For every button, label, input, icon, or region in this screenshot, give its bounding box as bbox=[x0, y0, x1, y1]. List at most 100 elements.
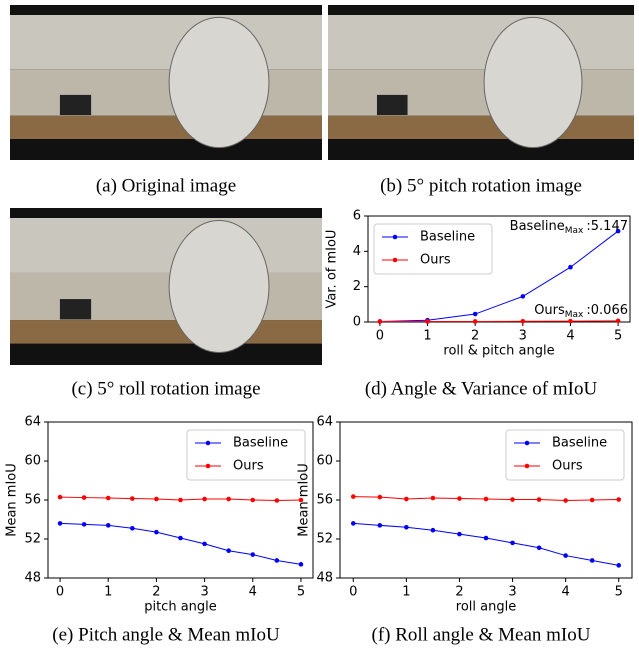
series-line bbox=[379, 320, 619, 322]
caption: (f) Roll angle & Mean mIoU bbox=[372, 624, 591, 645]
x-tick-label: 0 bbox=[376, 329, 384, 344]
image-wall bbox=[10, 69, 322, 116]
legend-label: Baseline bbox=[552, 436, 607, 451]
x-tick-label: 3 bbox=[508, 585, 516, 600]
point bbox=[81, 495, 87, 500]
x-tick-label: 2 bbox=[152, 585, 160, 600]
legend-marker bbox=[392, 257, 398, 263]
legend-marker bbox=[524, 463, 530, 469]
point bbox=[178, 535, 183, 541]
point bbox=[130, 496, 135, 501]
point bbox=[377, 523, 383, 528]
point bbox=[202, 541, 207, 547]
point bbox=[105, 495, 111, 501]
point bbox=[589, 558, 595, 563]
series-line bbox=[379, 230, 619, 322]
point bbox=[616, 497, 622, 502]
y-tick-label: 52 bbox=[316, 532, 333, 547]
point bbox=[472, 311, 478, 317]
image-bin bbox=[59, 94, 92, 116]
point bbox=[404, 496, 409, 502]
y-tick-label: 60 bbox=[316, 454, 333, 469]
annotation-sub: Max bbox=[565, 226, 584, 236]
x-tick-label: 0 bbox=[56, 585, 64, 600]
point bbox=[350, 521, 356, 526]
annotation-value: :5.147 bbox=[586, 219, 628, 234]
caption: (a) Original image bbox=[96, 175, 236, 196]
image-ceiling bbox=[10, 15, 322, 70]
legend-marker bbox=[205, 463, 211, 469]
x-tick-label: 3 bbox=[200, 585, 208, 600]
point bbox=[154, 529, 159, 535]
series-line bbox=[353, 522, 619, 566]
image-door bbox=[168, 16, 270, 149]
y-tick-label: 56 bbox=[24, 493, 41, 508]
image bbox=[10, 208, 322, 365]
legend-marker bbox=[392, 234, 398, 240]
y-tick-label: 64 bbox=[316, 415, 333, 430]
legend-marker bbox=[205, 440, 211, 446]
point bbox=[57, 494, 63, 500]
point bbox=[536, 545, 542, 551]
point bbox=[430, 495, 436, 501]
legend-marker bbox=[524, 440, 530, 446]
point bbox=[250, 497, 256, 503]
point bbox=[178, 497, 183, 503]
point bbox=[430, 527, 436, 533]
x-tick-label: 4 bbox=[249, 585, 257, 600]
x-tick-label: 5 bbox=[297, 585, 305, 600]
point bbox=[81, 522, 87, 527]
point bbox=[568, 318, 573, 324]
point bbox=[350, 494, 356, 499]
point bbox=[520, 318, 526, 324]
x-tick-label: 5 bbox=[615, 585, 623, 600]
image-bin bbox=[59, 299, 92, 320]
y-tick-label: 2 bbox=[353, 279, 361, 294]
y-tick-label: 4 bbox=[353, 244, 361, 259]
legend-label: Baseline bbox=[420, 230, 475, 245]
y-tick-label: 52 bbox=[24, 532, 41, 547]
x-tick-label: 1 bbox=[402, 585, 410, 600]
point bbox=[377, 319, 383, 324]
point bbox=[105, 523, 111, 528]
x-axis-label: roll angle bbox=[456, 600, 516, 615]
x-tick-label: 5 bbox=[614, 329, 622, 344]
annotation-text: Ours bbox=[534, 303, 565, 318]
y-axis-label: Mean mIoU bbox=[297, 463, 312, 537]
plot-frame bbox=[367, 215, 631, 323]
point bbox=[377, 494, 383, 500]
point bbox=[615, 318, 621, 324]
point bbox=[483, 535, 489, 541]
point bbox=[510, 497, 515, 502]
y-tick-label: 60 bbox=[24, 454, 41, 469]
image-wall bbox=[10, 272, 322, 321]
image-floor bbox=[10, 320, 322, 344]
point bbox=[298, 562, 304, 567]
x-tick-label: 2 bbox=[455, 585, 463, 600]
point bbox=[274, 498, 280, 503]
x-tick-label: 4 bbox=[566, 329, 574, 344]
point bbox=[510, 540, 515, 546]
point bbox=[425, 319, 430, 324]
y-tick-label: 64 bbox=[24, 415, 41, 430]
point bbox=[520, 294, 526, 299]
image-floor bbox=[10, 115, 322, 139]
point bbox=[202, 496, 207, 502]
y-axis-label: Mean mIoU bbox=[5, 463, 20, 537]
point bbox=[226, 548, 231, 553]
image-ceiling bbox=[10, 218, 322, 273]
point bbox=[457, 531, 462, 537]
image-ceiling bbox=[328, 15, 634, 70]
point bbox=[536, 497, 542, 502]
y-tick-label: 48 bbox=[316, 571, 333, 586]
x-tick-label: 4 bbox=[561, 585, 569, 600]
point bbox=[274, 558, 280, 563]
y-tick-label: 56 bbox=[316, 493, 333, 508]
image-bin bbox=[376, 94, 408, 116]
annotation-text: Baseline bbox=[510, 219, 565, 234]
image bbox=[10, 5, 322, 160]
point bbox=[298, 497, 304, 503]
point bbox=[457, 496, 462, 501]
y-tick-label: 6 bbox=[353, 209, 361, 224]
